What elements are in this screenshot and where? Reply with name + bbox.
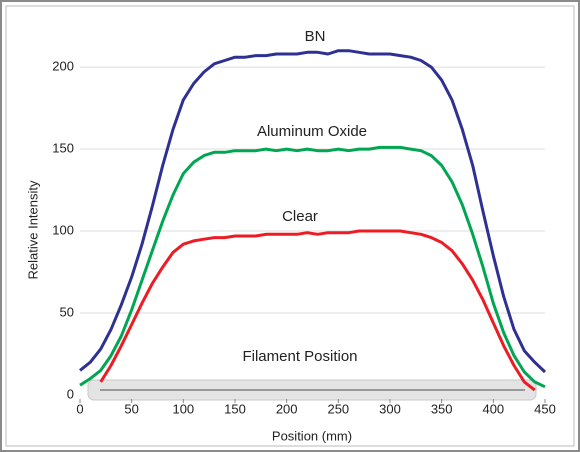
- series-line: [79, 145, 546, 389]
- series-line: [99, 229, 536, 392]
- x-tick-label: 150: [224, 401, 246, 416]
- x-tick-label: 400: [482, 401, 504, 416]
- x-axis-label: Position (mm): [272, 428, 352, 443]
- annotation: Filament Position: [242, 348, 357, 365]
- annotation: Aluminum Oxide: [257, 123, 367, 140]
- x-tick-label: 350: [431, 401, 453, 416]
- annotation: Clear: [282, 208, 318, 225]
- y-tick-label: 150: [52, 140, 74, 155]
- annotation: BN: [305, 28, 326, 45]
- series-line: [79, 49, 547, 374]
- x-tick-label: 0: [76, 401, 83, 416]
- y-axis-label: Relative Intensity: [25, 180, 40, 279]
- x-tick-label: 50: [124, 401, 138, 416]
- x-tick-label: 100: [172, 401, 194, 416]
- y-tick-label: 0: [67, 386, 74, 401]
- x-tick-label: 300: [379, 401, 401, 416]
- filament-image: [87, 379, 537, 401]
- x-tick-label: 200: [276, 401, 298, 416]
- x-tick-label: 250: [327, 401, 349, 416]
- y-tick-label: 50: [60, 304, 74, 319]
- x-tick-label: 450: [534, 401, 556, 416]
- panel: [5, 5, 575, 447]
- y-tick-label: 100: [52, 222, 74, 237]
- y-tick-label: 200: [52, 59, 74, 74]
